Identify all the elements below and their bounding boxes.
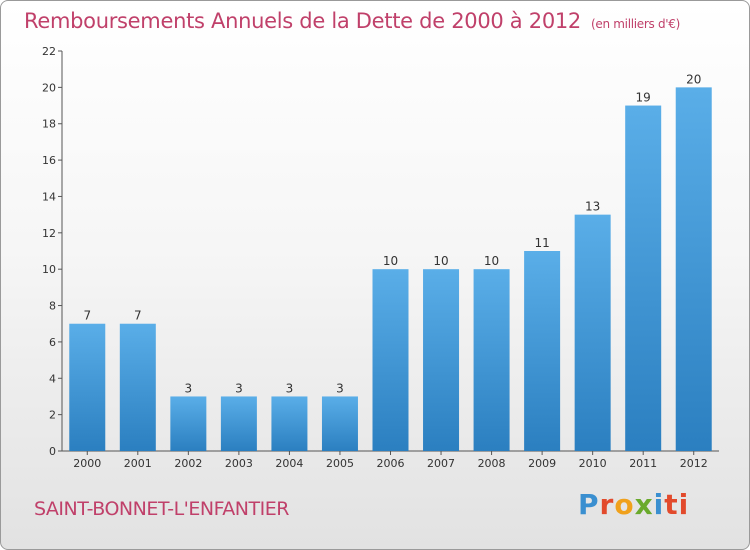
bar-value-label: 10 [484,254,499,268]
x-tick-label: 2005 [326,457,354,470]
bar-value-label: 20 [686,72,701,86]
bar [119,323,156,451]
logo-letter: x [634,488,654,521]
y-tick-label: 2 [49,409,56,422]
x-tick-label: 2012 [680,457,708,470]
x-tick-label: 2001 [124,457,152,470]
logo-letter: P [578,488,600,521]
logo-letter: ti [664,488,690,521]
bar [524,251,561,451]
chart-axes: 0 2 4 6 8 10 12 14 16 18 20 22 2000 2001 2002 2003 2004 2… [42,45,719,470]
bar [321,396,358,451]
x-tick-label: 2000 [73,457,101,470]
logo-letter: o [614,488,635,521]
bar [574,214,611,451]
y-tick-label: 12 [42,227,56,240]
bar [625,105,662,451]
proxiti-logo: Proxiti [578,488,689,521]
logo-letter: i [653,488,665,521]
y-tick-label: 16 [42,154,56,167]
x-tick-label: 2010 [579,457,607,470]
bar [271,396,308,451]
y-tick-label: 8 [49,300,56,313]
bar-value-label: 7 [134,309,142,323]
logo-letter: r [599,488,615,521]
bar-value-label: 3 [336,381,344,395]
y-tick-label: 18 [42,118,56,131]
bar [372,269,409,451]
x-tick-label: 2008 [478,457,506,470]
bar [675,87,712,451]
bar-value-label: 7 [83,309,91,323]
x-tick-label: 2011 [629,457,657,470]
x-tick-label: 2002 [174,457,202,470]
bar-value-label: 3 [286,381,294,395]
bar [69,323,106,451]
x-tick-label: 2009 [528,457,556,470]
x-tick-label: 2006 [377,457,405,470]
chart-unit-label: (en milliers d'€) [591,17,681,31]
x-tick-label: 2007 [427,457,455,470]
y-tick-label: 10 [42,263,56,276]
bar [473,269,510,451]
y-tick-label: 22 [42,45,56,58]
chart-bars: 7 7 3 3 3 3 10 10 10 11 13 19 20 [69,72,712,451]
chart-title: Remboursements Annuels de la Dette de 20… [24,9,680,33]
chart-title-text: Remboursements Annuels de la Dette de 20… [24,9,581,33]
y-tick-label: 6 [49,336,56,349]
bar-value-label: 10 [433,254,448,268]
bar [220,396,257,451]
bar-value-label: 13 [585,200,600,214]
y-tick-label: 0 [49,445,56,458]
bar-value-label: 11 [534,236,549,250]
y-tick-label: 14 [42,190,56,203]
bar-value-label: 10 [383,254,398,268]
bar-value-label: 3 [235,381,243,395]
x-tick-label: 2004 [275,457,303,470]
y-tick-label: 4 [49,372,56,385]
bar-value-label: 19 [636,91,651,105]
x-tick-label: 2003 [225,457,253,470]
bar [170,396,207,451]
y-tick-label: 20 [42,81,56,94]
bar [423,269,460,451]
bar-value-label: 3 [185,381,193,395]
commune-name: SAINT-BONNET-L'ENFANTIER [34,498,289,520]
